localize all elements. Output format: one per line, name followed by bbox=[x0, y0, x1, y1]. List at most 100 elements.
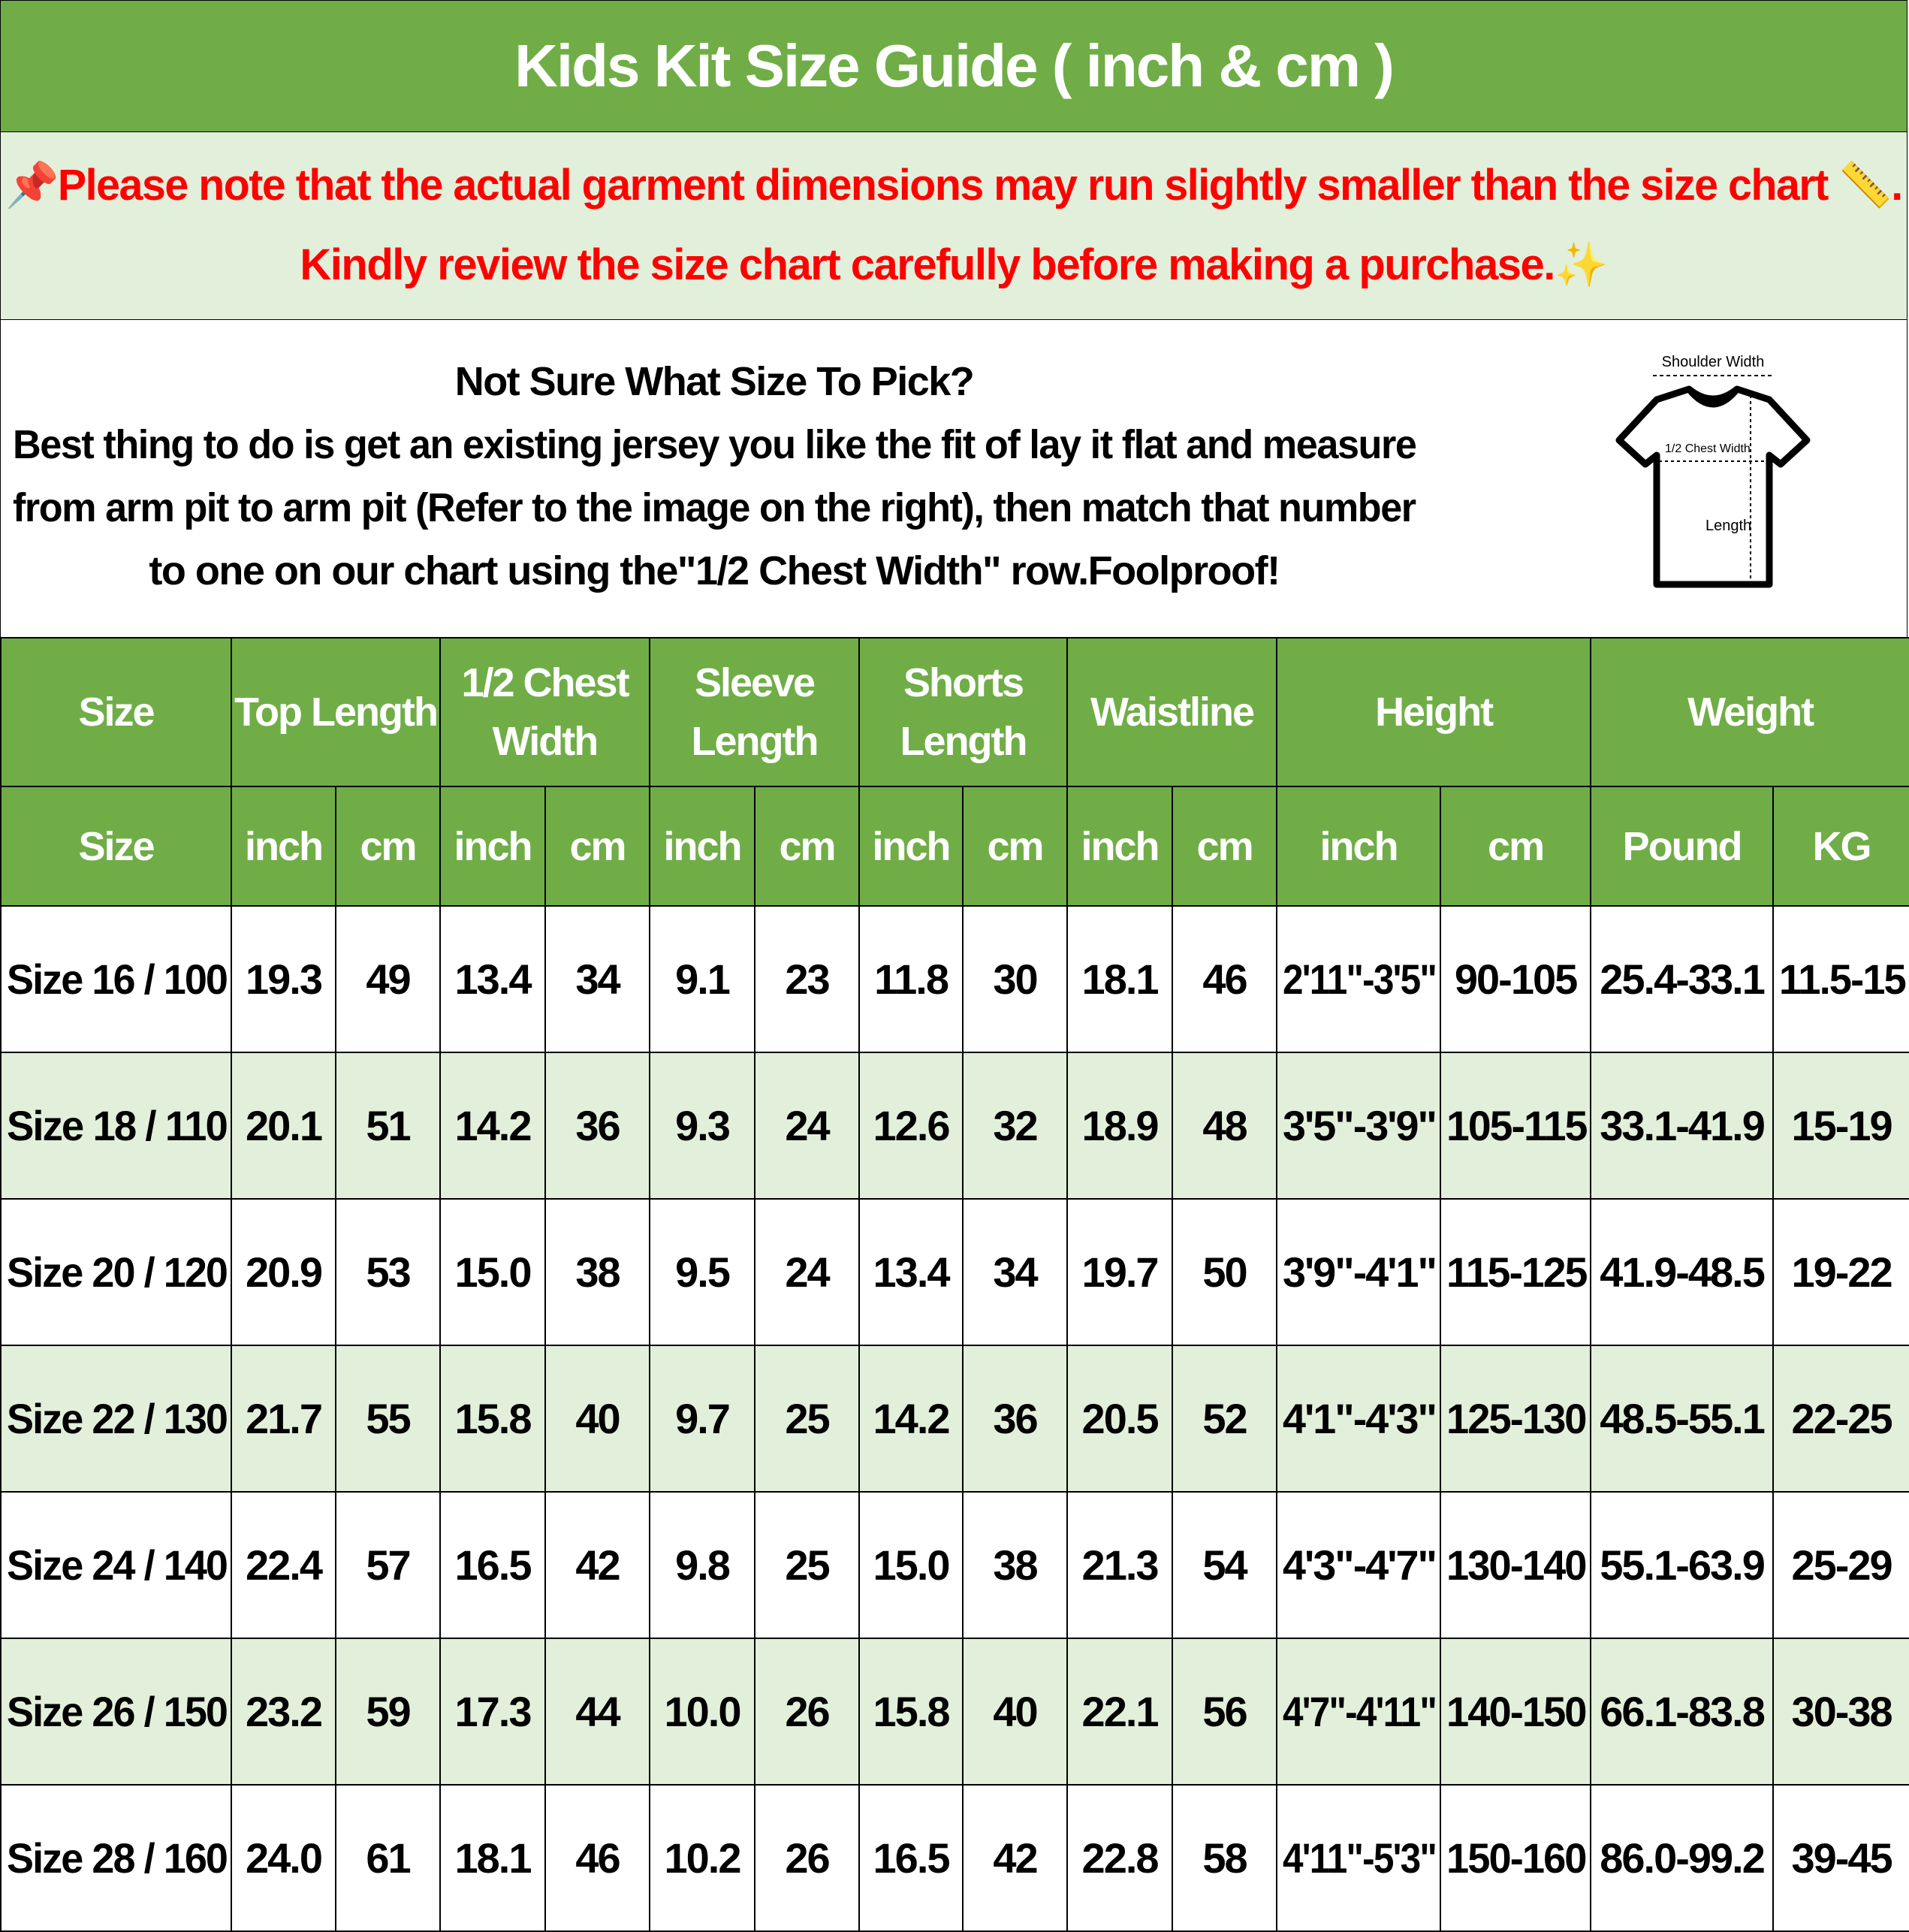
table-cell: 15-19 bbox=[1772, 1052, 1909, 1200]
table-row: Size 28 / 160 24.0 61 18.1 46 10.2 26 16.5 42 22.… bbox=[0, 1784, 1909, 1932]
table-cell: 54 bbox=[1172, 1491, 1278, 1639]
cell-text: 19.3 bbox=[246, 955, 323, 1003]
unit-header-cell: inch bbox=[1066, 786, 1174, 907]
group-header-cell: Shorts Length bbox=[858, 637, 1069, 787]
table-cell: 30 bbox=[962, 905, 1069, 1053]
table-cell: 52 bbox=[1172, 1345, 1278, 1493]
sparkles-icon: ✨ bbox=[1554, 240, 1609, 289]
cell-text: Size 28 / 160 bbox=[7, 1834, 228, 1882]
table-cell: 17.3 bbox=[439, 1638, 547, 1786]
table-cell: 3'9"-4'1" bbox=[1276, 1198, 1442, 1346]
table-cell: 15.0 bbox=[858, 1491, 964, 1639]
table-cell: 10.2 bbox=[649, 1784, 756, 1932]
cell-text: 33.1-41.9 bbox=[1600, 1102, 1766, 1149]
table-cell: 19.3 bbox=[231, 905, 336, 1053]
unit-header-text: inch bbox=[1081, 823, 1160, 869]
table-cell: 9.3 bbox=[649, 1052, 756, 1200]
cell-text: Size 24 / 140 bbox=[7, 1541, 228, 1589]
table-cell: 125-130 bbox=[1440, 1345, 1592, 1493]
table-row: Size 26 / 150 23.2 59 17.3 44 10.0 26 15.8 40 22.… bbox=[0, 1638, 1909, 1786]
size-label-cell: Size 20 / 120 bbox=[0, 1198, 232, 1346]
cell-text: 18.9 bbox=[1081, 1102, 1160, 1149]
table-cell: 19.7 bbox=[1066, 1198, 1174, 1346]
cell-text: Size 18 / 110 bbox=[7, 1102, 228, 1149]
cell-text: 53 bbox=[366, 1248, 411, 1296]
table-cell: 21.3 bbox=[1066, 1491, 1174, 1639]
cell-text: 3'9"-4'1" bbox=[1282, 1248, 1437, 1296]
table-cell: 32 bbox=[962, 1052, 1069, 1200]
table-cell: 9.7 bbox=[649, 1345, 756, 1493]
ruler-icon: 📏 bbox=[1838, 161, 1892, 210]
cell-text: 20.5 bbox=[1081, 1395, 1160, 1442]
table-cell: 40 bbox=[544, 1345, 651, 1493]
cell-text: 26 bbox=[785, 1834, 830, 1882]
size-label-cell: Size 28 / 160 bbox=[0, 1784, 232, 1932]
cell-text: 26 bbox=[785, 1688, 830, 1735]
cell-text: 55 bbox=[366, 1395, 411, 1442]
cell-text: 38 bbox=[993, 1541, 1038, 1589]
unit-header-text: Size bbox=[78, 823, 155, 869]
table-cell: 44 bbox=[544, 1638, 651, 1786]
table-cell: 15.8 bbox=[439, 1345, 547, 1493]
cell-text: 54 bbox=[1202, 1541, 1247, 1589]
table-cell: 41.9-48.5 bbox=[1590, 1198, 1775, 1346]
cell-text: 10.2 bbox=[664, 1834, 742, 1882]
cell-text: 11.8 bbox=[874, 955, 949, 1003]
cell-text: 18.1 bbox=[454, 1834, 532, 1882]
table-cell: 55 bbox=[334, 1345, 442, 1493]
table-cell: 57 bbox=[334, 1491, 442, 1639]
table-cell: 56 bbox=[1172, 1638, 1278, 1786]
unit-header-text: cm bbox=[1196, 823, 1254, 869]
table-cell: 25.4-33.1 bbox=[1590, 905, 1775, 1053]
unit-header-cell: cm bbox=[754, 786, 861, 907]
table-cell: 51 bbox=[334, 1052, 442, 1200]
cell-text: 21.3 bbox=[1081, 1541, 1160, 1589]
unit-header-cell: KG bbox=[1772, 786, 1909, 907]
table-cell: 34 bbox=[544, 905, 651, 1053]
notice-line-2: Kindly review the size chart carefully b… bbox=[1, 225, 1907, 305]
table-cell: 22.1 bbox=[1066, 1638, 1174, 1786]
unit-header-cell: cm bbox=[962, 786, 1069, 907]
cell-text: 46 bbox=[1202, 955, 1247, 1003]
table-cell: 18.1 bbox=[439, 1784, 547, 1932]
unit-header-text: inch bbox=[663, 823, 743, 869]
cell-text: 48.5-55.1 bbox=[1600, 1395, 1766, 1442]
cell-text: 52 bbox=[1202, 1395, 1247, 1442]
table-cell: 36 bbox=[962, 1345, 1069, 1493]
table-row: Size 20 / 120 20.9 53 15.0 38 9.5 24 13.4 34 19.7… bbox=[0, 1198, 1909, 1346]
table-cell: 48.5-55.1 bbox=[1590, 1345, 1775, 1493]
table-cell: 25-29 bbox=[1772, 1491, 1909, 1639]
table-cell: 90-105 bbox=[1440, 905, 1592, 1053]
table-row: Size 24 / 140 22.4 57 16.5 42 9.8 25 15.0 38 21.3… bbox=[0, 1491, 1909, 1639]
cell-text: 24 bbox=[785, 1248, 830, 1296]
advice-text-1: Best thing to do is get an existing jers… bbox=[13, 422, 1417, 467]
cell-text: 34 bbox=[575, 955, 620, 1003]
size-label-cell: Size 24 / 140 bbox=[0, 1491, 232, 1639]
cell-text: 13.4 bbox=[454, 955, 532, 1003]
table-cell: 22-25 bbox=[1772, 1345, 1909, 1493]
cell-text: 19.7 bbox=[1081, 1248, 1160, 1296]
group-header-cell: 1/2 Chest Width bbox=[439, 637, 651, 787]
group-header-cell: Waistline bbox=[1066, 637, 1278, 787]
cell-text: 16.5 bbox=[873, 1834, 951, 1882]
cell-text: 39-45 bbox=[1791, 1834, 1892, 1882]
cell-text: 125-130 bbox=[1446, 1395, 1587, 1442]
cell-text: 66.1-83.8 bbox=[1600, 1688, 1766, 1735]
cell-text: 14.2 bbox=[454, 1102, 532, 1149]
table-cell: 15.8 bbox=[858, 1638, 964, 1786]
cell-text: 9.1 bbox=[675, 955, 731, 1003]
unit-header-text: cm bbox=[1488, 823, 1545, 869]
tshirt-diagram-icon: Shoulder Width 1/2 Chest Width Length bbox=[1615, 354, 1811, 588]
table-cell: 14.2 bbox=[858, 1345, 964, 1493]
pushpin-icon: 📌 bbox=[5, 161, 59, 210]
table-cell: 55.1-63.9 bbox=[1590, 1491, 1775, 1639]
cell-text: Size 16 / 100 bbox=[7, 955, 228, 1003]
cell-text: 30 bbox=[993, 955, 1038, 1003]
cell-text: 22.8 bbox=[1081, 1834, 1160, 1882]
table-cell: 16.5 bbox=[858, 1784, 964, 1932]
cell-text: 25 bbox=[785, 1395, 830, 1442]
table-cell: 115-125 bbox=[1440, 1198, 1592, 1346]
table-cell: 42 bbox=[962, 1784, 1069, 1932]
table-cell: 22.8 bbox=[1066, 1784, 1174, 1932]
notice-line-1: 📌Please note that the actual garment dim… bbox=[1, 146, 1907, 225]
